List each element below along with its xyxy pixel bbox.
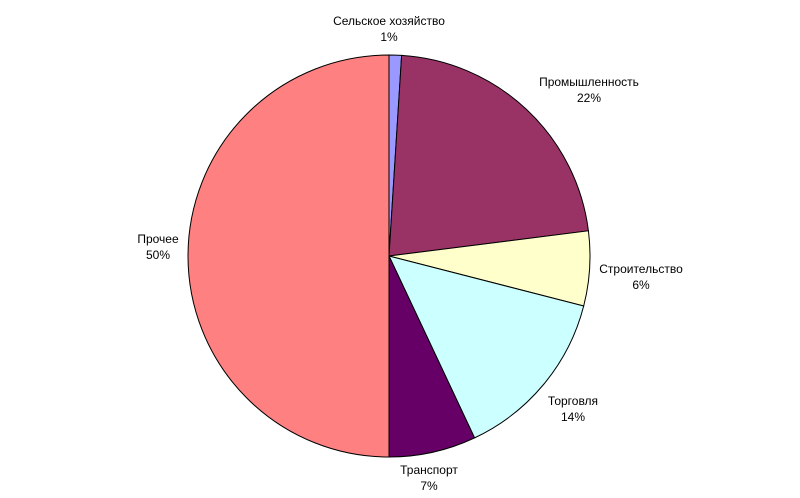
slice-percent-1: 1% xyxy=(380,30,398,44)
slice-percent-4: 14% xyxy=(561,410,585,424)
pie-slice-6 xyxy=(187,54,390,458)
slice-label-4: Торговля xyxy=(548,394,598,408)
pie-slice-2 xyxy=(388,54,589,257)
slice-percent-6: 50% xyxy=(146,248,170,262)
slice-percent-3: 6% xyxy=(632,278,650,292)
slice-label-5: Транспорт xyxy=(400,463,458,477)
slice-label-1: Сельское хозяйство xyxy=(333,14,445,28)
slice-label-3: Строительство xyxy=(599,262,683,276)
slice-label-6: Прочее xyxy=(137,232,179,246)
slice-percent-2: 22% xyxy=(577,91,601,105)
pie-slice-4 xyxy=(388,255,585,439)
slice-label-2: Промышленность xyxy=(539,75,639,89)
slice-percent-5: 7% xyxy=(420,479,438,493)
